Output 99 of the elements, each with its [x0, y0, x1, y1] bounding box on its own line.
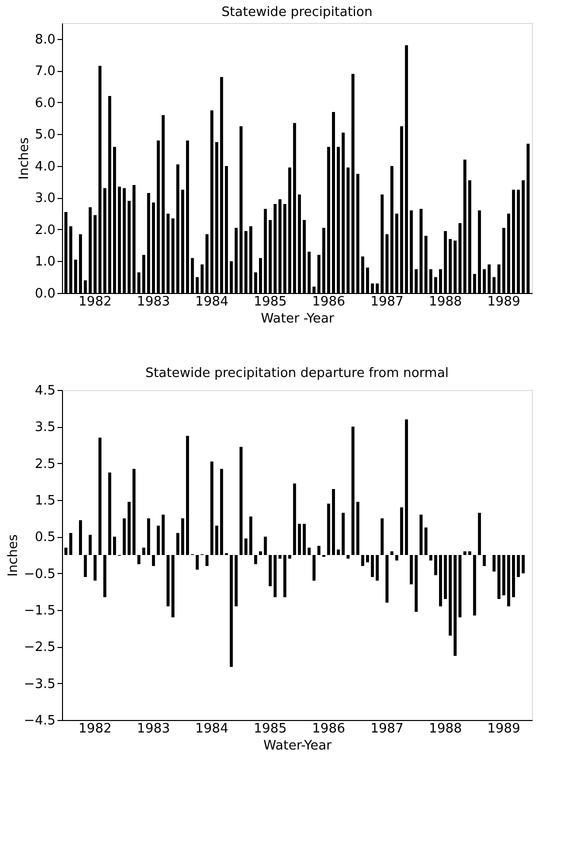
- bar: [254, 555, 258, 564]
- x-tick-label: 1983: [136, 722, 170, 736]
- bar: [346, 555, 350, 559]
- x-tick-label: 1986: [312, 294, 346, 310]
- bar: [512, 555, 516, 598]
- bar: [94, 555, 97, 581]
- bar: [444, 555, 447, 599]
- bar: [420, 514, 423, 555]
- y-axis-title: Inches: [16, 137, 32, 180]
- bar: [166, 555, 170, 606]
- bar: [298, 524, 301, 555]
- bar: [113, 536, 116, 555]
- bar: [152, 555, 155, 566]
- y-tick-label: 0.5: [34, 530, 56, 546]
- bar: [404, 419, 408, 555]
- bar: [274, 555, 277, 598]
- y-tick-label: −0.5: [24, 566, 56, 582]
- y-tick-label: 7.0: [34, 64, 56, 80]
- x-tick-label: 1989: [487, 722, 520, 736]
- y-tick-label: 3.0: [34, 191, 56, 206]
- y-tick-label: 6.0: [34, 96, 56, 111]
- y-tick-label: 4.0: [34, 159, 56, 174]
- bar: [376, 555, 379, 581]
- bar: [395, 555, 398, 560]
- y-tick-label: −1.5: [24, 604, 56, 618]
- bar: [205, 555, 208, 566]
- bar: [268, 555, 272, 586]
- bar: [312, 555, 316, 581]
- y-tick-label: 8.0: [34, 32, 56, 48]
- bar: [186, 436, 190, 555]
- bar: [361, 555, 364, 566]
- bar: [259, 551, 262, 555]
- x-tick-label: 1985: [254, 722, 287, 736]
- x-tick-label: 1987: [370, 722, 404, 736]
- x-tick-label: 1986: [312, 722, 346, 736]
- y-tick-label: −4.5: [24, 714, 56, 728]
- bar: [356, 502, 360, 555]
- bar: [278, 555, 282, 559]
- bar: [171, 555, 174, 618]
- bar: [137, 555, 140, 564]
- bar: [424, 528, 428, 555]
- bar: [147, 518, 150, 555]
- x-tick-label: 1988: [428, 294, 462, 310]
- bar: [478, 512, 481, 555]
- y-tick-label: 2.0: [34, 222, 56, 238]
- bar: [390, 551, 394, 555]
- y-tick-label: 1.0: [34, 254, 56, 270]
- x-axis-title: Water-Year: [263, 738, 332, 754]
- x-tick-label: 1987: [370, 294, 404, 310]
- y-tick-label: 2.5: [34, 456, 56, 472]
- x-tick-label: 1982: [78, 294, 112, 310]
- bar: [78, 520, 82, 555]
- bar: [264, 536, 267, 555]
- x-tick-label: 1985: [254, 294, 287, 310]
- bar: [439, 555, 442, 606]
- y-tick-label: −3.5: [24, 676, 56, 692]
- x-tick-label: 1989: [487, 294, 520, 310]
- y-tick-label: 5.0: [34, 128, 56, 143]
- y-axis-title: Inches: [6, 534, 21, 577]
- bar: [88, 534, 92, 555]
- bar: [240, 446, 243, 555]
- chart-title: Statewide precipitation departure from normal: [145, 366, 449, 381]
- bar: [196, 555, 199, 570]
- x-tick-label: 1984: [195, 294, 228, 310]
- bar: [497, 555, 500, 599]
- bar: [327, 504, 330, 555]
- bar: [317, 546, 320, 555]
- y-tick-label: 1.5: [34, 494, 56, 508]
- bar: [332, 489, 335, 555]
- bar: [249, 516, 252, 555]
- chart-title: Statewide precipitation: [222, 5, 372, 20]
- bar: [142, 548, 146, 555]
- bar: [293, 484, 296, 555]
- bar: [132, 468, 136, 555]
- y-tick-label: 0.0: [34, 286, 56, 302]
- bar: [351, 426, 354, 555]
- bar: [370, 555, 374, 577]
- bar: [108, 472, 112, 555]
- bar: [458, 555, 462, 618]
- x-tick-label: 1983: [136, 294, 170, 310]
- bar: [380, 518, 384, 555]
- bar: [492, 555, 496, 572]
- x-tick-label: 1988: [428, 722, 462, 736]
- bar: [366, 555, 370, 562]
- x-tick-label: 1984: [195, 722, 228, 736]
- y-tick-label: 3.5: [34, 420, 56, 436]
- bar: [473, 555, 476, 616]
- bar: [482, 555, 486, 566]
- bar: [400, 507, 404, 555]
- x-tick-label: 1982: [78, 722, 112, 736]
- bar: [386, 555, 389, 603]
- bar: [244, 538, 248, 555]
- bar: [220, 468, 224, 555]
- bar: [103, 555, 106, 598]
- x-axis-title: Water -Year: [260, 312, 335, 326]
- bar: [84, 555, 87, 577]
- bar: [98, 438, 102, 555]
- y-tick-label: 4.5: [34, 384, 56, 398]
- y-tick-label: −2.5: [24, 640, 56, 656]
